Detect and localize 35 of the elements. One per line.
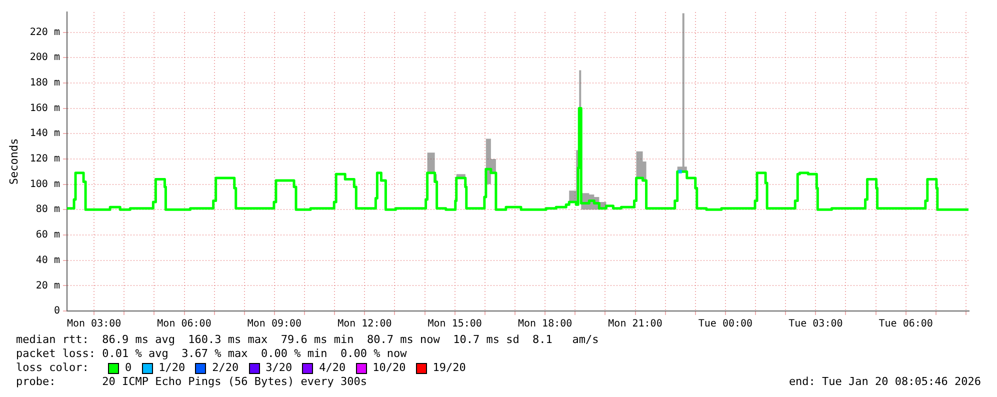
text: probe: 20 ICMP Echo Pings (56 Bytes) every 300s [16, 375, 367, 389]
y-tick-label: 80 m [36, 204, 60, 216]
legend-label: 10/20 [372, 361, 406, 375]
legend-label: 0 [125, 361, 132, 375]
x-tick-label: Mon 18:00 [518, 318, 572, 330]
x-tick-label: Mon 06:00 [157, 318, 212, 330]
x-tick-label: Mon 12:00 [338, 318, 392, 330]
text: median rtt: 86.9 ms avg 160.3 ms max 79.6 ms min 80.7 ms now 10.7 ms sd 8.1 am/s [16, 333, 600, 347]
y-tick-label: 40 m [36, 254, 60, 266]
legend-label: 1/20 [158, 361, 186, 375]
y-tick-label: 200 m [30, 52, 60, 64]
x-tick-label: Mon 09:00 [247, 318, 302, 330]
legend-title: loss color: [16, 361, 90, 375]
legend-label: 3/20 [266, 361, 292, 375]
y-tick-label: 100 m [30, 178, 60, 190]
text: packet loss: 0.01 % avg 3.67 % max 0.00 % min 0.00 % now [16, 347, 408, 361]
x-tick-label: Tue 03:00 [788, 318, 843, 330]
y-tick-label: 0 [54, 306, 60, 317]
y-tick-label: 20 m [36, 280, 60, 292]
y-tick-label: 160 m [30, 102, 60, 114]
y-tick-label: 140 m [30, 128, 60, 140]
y-tick-label: 60 m [36, 230, 60, 241]
y-tick-label: 220 m [30, 26, 60, 38]
y-tick-label: 180 m [30, 78, 60, 89]
legend-label: 2/20 [212, 361, 239, 375]
y-tick-label: 120 m [30, 154, 60, 165]
x-tick-label: Tue 00:00 [698, 318, 753, 330]
y-axis-title: Seconds [7, 138, 20, 185]
legend-label: 19/20 [432, 361, 466, 375]
legend-label: 4/20 [319, 361, 346, 375]
x-tick-label: Mon 03:00 [66, 318, 122, 330]
x-tick-label: Mon 15:00 [428, 318, 482, 330]
x-tick-label: Tue 06:00 [878, 318, 933, 330]
text: end: Tue Jan 20 08:05:46 2026 [788, 375, 981, 389]
x-tick-label: Mon 21:00 [608, 318, 662, 330]
